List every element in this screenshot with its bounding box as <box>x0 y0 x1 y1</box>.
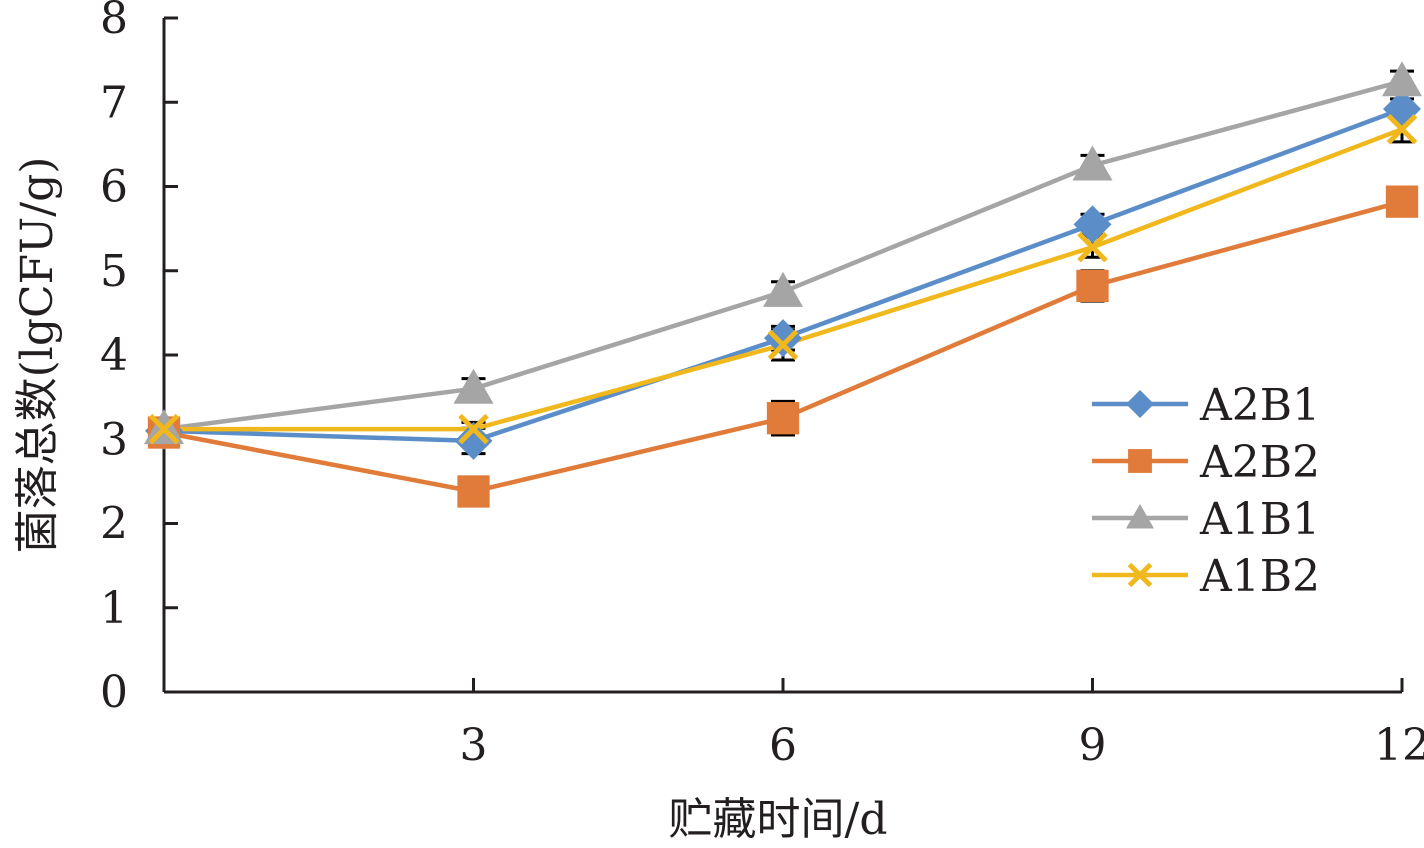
x-tick-label: 12 <box>1374 720 1424 771</box>
y-axis-title: 菌落总数(lgCFU/g) <box>12 157 63 554</box>
data-point-a1b1 <box>763 271 803 307</box>
legend-item-a1b2: A1B2 <box>1092 551 1320 602</box>
marker-stroke <box>1077 231 1108 263</box>
marker-stroke <box>767 329 799 361</box>
data-point-a1b2 <box>767 329 799 361</box>
legend-marker <box>1127 562 1153 588</box>
legend-label: A1B1 <box>1199 494 1320 545</box>
y-tick-label: 4 <box>100 330 128 381</box>
legend-item-a2b1: A2B1 <box>1092 380 1320 431</box>
marker-stroke <box>1127 562 1153 588</box>
legend-item-a1b1: A1B1 <box>1092 494 1320 545</box>
data-point-a2b2 <box>457 475 490 508</box>
series-line-a1b1 <box>163 79 1403 432</box>
legend-marker <box>1126 504 1154 529</box>
data-point-a1b2 <box>148 413 180 445</box>
data-point-a1b1 <box>1072 145 1113 181</box>
y-tick-label: 0 <box>100 667 128 718</box>
y-tick-label: 7 <box>100 77 128 128</box>
legend-marker <box>1128 449 1152 473</box>
legend: A2B1 A2B2 A1B1 A1B2 <box>1092 380 1320 602</box>
y-tick-label: 6 <box>100 162 128 213</box>
data-point-a2b1 <box>764 319 802 358</box>
data-point-a2b2 <box>1385 185 1419 218</box>
y-tick-label: 1 <box>100 583 128 634</box>
data-point-a1b1 <box>1382 61 1422 97</box>
legend-marker <box>1126 390 1154 418</box>
data-point-a1b1 <box>453 368 494 404</box>
marker-stroke <box>1386 113 1418 145</box>
data-point-a2b1 <box>1073 205 1112 244</box>
legend-label: A2B2 <box>1199 437 1320 488</box>
data-point-a2b1 <box>454 421 493 460</box>
x-axis-title: 贮藏时间/d <box>669 794 888 843</box>
series-markers <box>144 61 1422 508</box>
x-tick-label: 9 <box>1079 720 1107 771</box>
x-tick-label: 3 <box>460 720 488 771</box>
data-point-a1b2 <box>458 413 489 445</box>
data-point-a2b2 <box>766 402 800 435</box>
y-tick-label: 8 <box>100 0 128 44</box>
data-point-a1b2 <box>1386 113 1418 145</box>
legend-label: A1B2 <box>1199 551 1320 602</box>
data-point-a2b2 <box>1076 269 1109 303</box>
data-point-a1b2 <box>1077 231 1108 263</box>
y-tick-label: 3 <box>100 414 128 465</box>
marker-stroke <box>458 413 489 445</box>
x-tick-label: 6 <box>769 720 797 771</box>
legend-label: A2B1 <box>1199 380 1320 431</box>
y-tick-label: 5 <box>100 246 128 297</box>
legend-item-a2b2: A2B2 <box>1092 437 1320 488</box>
marker-stroke <box>148 413 180 445</box>
y-tick-label: 2 <box>100 499 128 550</box>
